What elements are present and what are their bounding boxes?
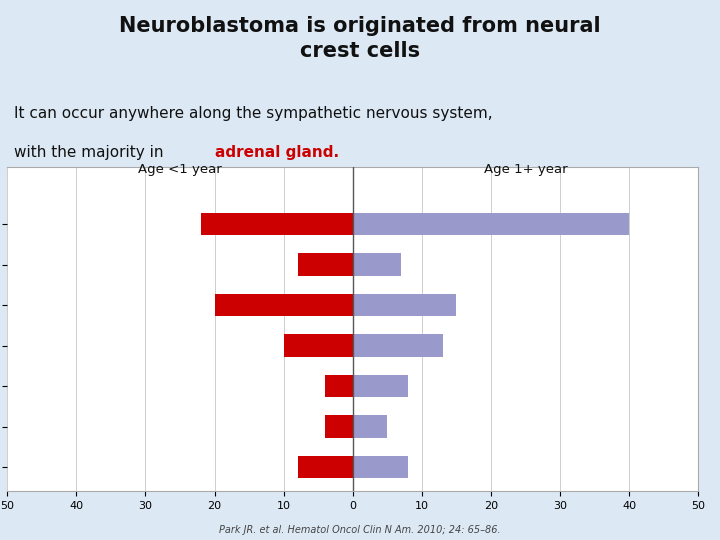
Text: adrenal gland.: adrenal gland. bbox=[215, 145, 339, 160]
Bar bbox=[353, 375, 408, 397]
Text: with the majority in: with the majority in bbox=[14, 145, 168, 160]
Bar bbox=[353, 253, 401, 276]
Text: It can occur anywhere along the sympathetic nervous system,: It can occur anywhere along the sympathe… bbox=[14, 106, 493, 121]
Bar bbox=[201, 213, 353, 235]
Bar bbox=[353, 294, 456, 316]
Bar bbox=[297, 253, 353, 276]
Bar bbox=[353, 456, 408, 478]
Bar bbox=[215, 294, 353, 316]
Bar bbox=[284, 334, 353, 357]
Bar bbox=[353, 415, 387, 438]
Bar bbox=[325, 375, 353, 397]
Bar bbox=[353, 334, 443, 357]
Text: Neuroblastoma is originated from neural
crest cells: Neuroblastoma is originated from neural … bbox=[120, 17, 600, 61]
Bar bbox=[297, 456, 353, 478]
Text: Age <1 year: Age <1 year bbox=[138, 163, 222, 176]
Text: Age 1+ year: Age 1+ year bbox=[484, 163, 567, 176]
Bar bbox=[325, 415, 353, 438]
Text: Park JR. et al. Hematol Oncol Clin N Am. 2010; 24: 65–86.: Park JR. et al. Hematol Oncol Clin N Am.… bbox=[219, 524, 501, 535]
Bar bbox=[353, 213, 629, 235]
